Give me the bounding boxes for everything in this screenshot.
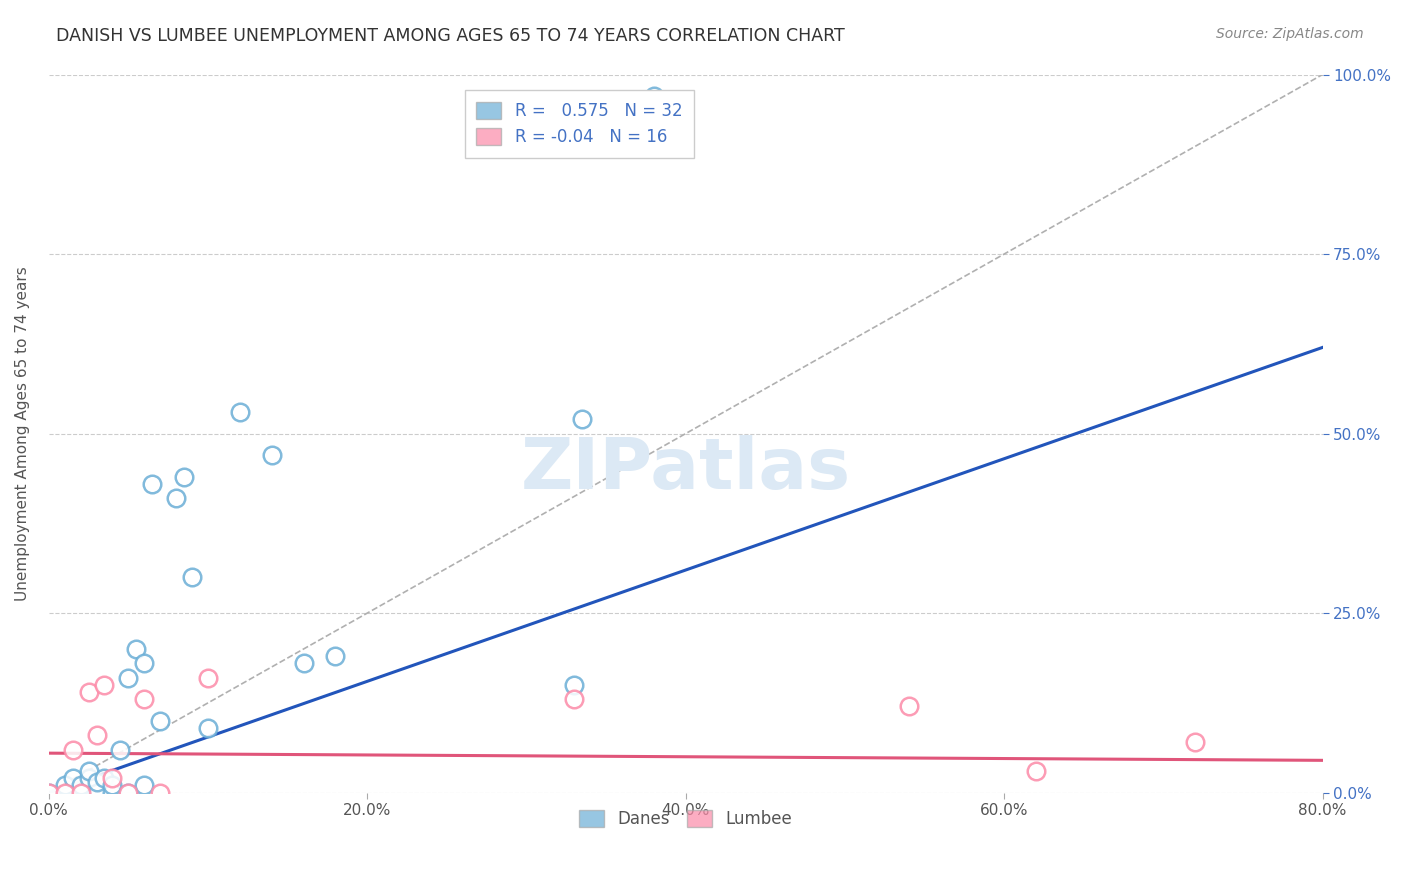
Point xyxy=(197,671,219,685)
Point xyxy=(1025,764,1047,778)
Point xyxy=(165,491,187,506)
Point xyxy=(141,476,163,491)
Point xyxy=(125,642,148,657)
Point xyxy=(897,699,920,714)
Point xyxy=(1184,735,1206,749)
Point xyxy=(62,742,84,756)
Point xyxy=(562,692,585,706)
Point xyxy=(62,772,84,786)
Point xyxy=(134,692,156,706)
Point xyxy=(101,779,124,793)
Point xyxy=(93,772,115,786)
Point xyxy=(86,728,108,742)
Point xyxy=(77,772,100,786)
Point xyxy=(134,779,156,793)
Point xyxy=(117,671,139,685)
Point xyxy=(101,772,124,786)
Point xyxy=(173,469,195,483)
Point xyxy=(571,412,593,426)
Legend: Danes, Lumbee: Danes, Lumbee xyxy=(572,803,799,835)
Point xyxy=(69,786,91,800)
Point xyxy=(260,448,283,462)
Point xyxy=(53,786,76,800)
Point xyxy=(229,405,252,419)
Y-axis label: Unemployment Among Ages 65 to 74 years: Unemployment Among Ages 65 to 74 years xyxy=(15,266,30,601)
Point xyxy=(134,657,156,671)
Point xyxy=(117,786,139,800)
Point xyxy=(38,786,60,800)
Point xyxy=(38,786,60,800)
Text: Source: ZipAtlas.com: Source: ZipAtlas.com xyxy=(1216,27,1364,41)
Point xyxy=(77,764,100,778)
Point xyxy=(149,714,172,728)
Point xyxy=(86,775,108,789)
Point xyxy=(197,721,219,735)
Point xyxy=(101,786,124,800)
Point xyxy=(93,678,115,692)
Point xyxy=(69,786,91,800)
Point xyxy=(325,649,347,664)
Text: ZIPatlas: ZIPatlas xyxy=(520,435,851,504)
Point xyxy=(53,786,76,800)
Point xyxy=(117,786,139,800)
Point xyxy=(149,786,172,800)
Point xyxy=(77,685,100,699)
Point xyxy=(69,779,91,793)
Point xyxy=(110,742,132,756)
Point xyxy=(292,657,315,671)
Text: DANISH VS LUMBEE UNEMPLOYMENT AMONG AGES 65 TO 74 YEARS CORRELATION CHART: DANISH VS LUMBEE UNEMPLOYMENT AMONG AGES… xyxy=(56,27,845,45)
Point xyxy=(53,779,76,793)
Point xyxy=(181,570,204,584)
Point xyxy=(562,678,585,692)
Point xyxy=(643,89,665,103)
Point xyxy=(86,786,108,800)
